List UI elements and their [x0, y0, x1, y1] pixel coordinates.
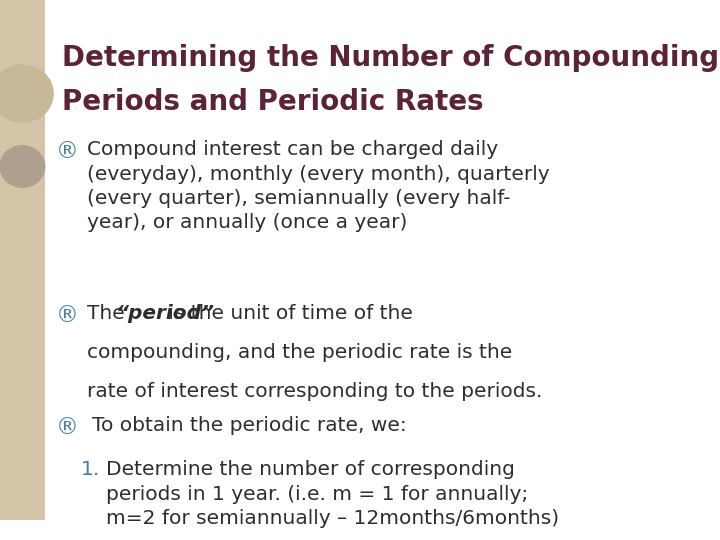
Text: “period”: “period”: [116, 305, 215, 323]
Text: ®: ®: [55, 140, 78, 164]
Text: is the unit of time of the: is the unit of time of the: [162, 305, 413, 323]
Text: The: The: [86, 305, 131, 323]
Text: Periods and Periodic Rates: Periods and Periodic Rates: [61, 89, 483, 117]
FancyBboxPatch shape: [0, 0, 45, 521]
Text: rate of interest corresponding to the periods.: rate of interest corresponding to the pe…: [86, 382, 542, 401]
Text: ®: ®: [55, 416, 78, 439]
Text: Compound interest can be charged daily
(everyday), monthly (every month), quarte: Compound interest can be charged daily (…: [86, 140, 549, 232]
Text: ®: ®: [55, 305, 78, 327]
Text: compounding, and the periodic rate is the: compounding, and the periodic rate is th…: [86, 343, 512, 362]
Text: Determining the Number of Compounding: Determining the Number of Compounding: [61, 44, 719, 72]
Text: Determine the number of corresponding
periods in 1 year. (i.e. m = 1 for annuall: Determine the number of corresponding pe…: [107, 461, 559, 528]
Text: 1.: 1.: [81, 461, 100, 480]
Circle shape: [0, 65, 53, 122]
Text: To obtain the periodic rate, we:: To obtain the periodic rate, we:: [92, 416, 407, 435]
Circle shape: [0, 146, 45, 187]
